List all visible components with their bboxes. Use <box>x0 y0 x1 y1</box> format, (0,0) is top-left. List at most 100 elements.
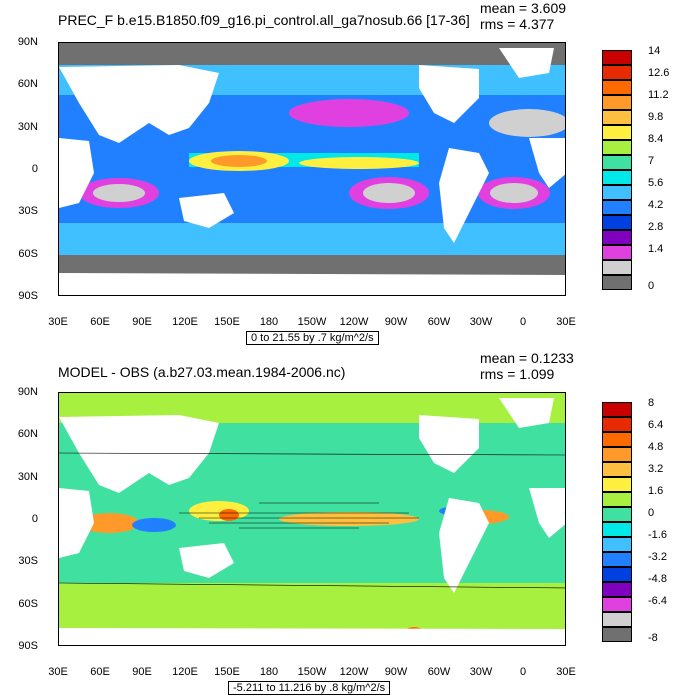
top-contour-range-box: 0 to 21.55 by .7 kg/m^2/s <box>246 331 379 345</box>
legend-swatch <box>602 567 632 582</box>
legend-level-label: 3.2 <box>648 463 664 475</box>
bottom-lat-label-30s: 30S <box>18 555 38 567</box>
legend-swatch <box>602 140 632 155</box>
bottom-lon-label: 120E <box>172 666 198 678</box>
legend-swatch <box>602 275 632 290</box>
top-lon-label: 30W <box>469 316 493 328</box>
bottom-contour-range-box: -5.211 to 11.216 by .8 kg/m^2/s <box>228 681 391 695</box>
legend-level-label: 14 <box>648 45 661 57</box>
legend-level-label: 11.2 <box>648 89 669 101</box>
bottom-lat-label-60s: 60S <box>18 598 38 610</box>
legend-swatch <box>602 155 632 170</box>
top-lon-label: 120W <box>339 316 369 328</box>
legend-level-label: 0 <box>648 507 655 519</box>
top-lon-label: 180 <box>259 316 279 328</box>
legend-swatch <box>602 402 632 417</box>
bottom-lon-label: 30E <box>556 666 576 678</box>
top-mean-label: mean = 3.609 <box>480 0 567 16</box>
legend-swatch <box>602 582 632 597</box>
legend-swatch <box>602 200 632 215</box>
legend-swatch <box>602 95 632 110</box>
top-lon-label: 90E <box>132 316 152 328</box>
bottom-lat-label-0: 0 <box>31 513 38 525</box>
legend-level-label: 9.8 <box>648 111 664 123</box>
top-lon-label: 30E <box>48 316 68 328</box>
legend-swatch <box>602 477 632 492</box>
top-lon-label: 120E <box>172 316 198 328</box>
legend-swatch <box>602 50 632 65</box>
top-lon-label: 150E <box>214 316 240 328</box>
legend-swatch <box>602 215 632 230</box>
legend-swatch <box>602 612 632 627</box>
legend-level-label: 2.8 <box>648 221 664 233</box>
top-lon-label: 150W <box>297 316 327 328</box>
legend-swatch <box>602 552 632 567</box>
bottom-rms-label: rms = 1.099 <box>480 366 555 382</box>
top-lon-label: 60E <box>90 316 110 328</box>
bottom-lon-label: 30W <box>469 666 493 678</box>
top-lat-label-30s: 30S <box>18 205 38 217</box>
top-lat-label-60s: 60S <box>18 248 38 260</box>
bottom-lat-label-90n: 90N <box>17 386 38 398</box>
legend-level-label: 0 <box>648 280 655 292</box>
legend-swatch <box>602 492 632 507</box>
top-lat-label-0: 0 <box>31 163 38 175</box>
legend-swatch <box>602 417 632 432</box>
legend-level-label: -3.2 <box>648 551 667 563</box>
legend-swatch <box>602 432 632 447</box>
top-lon-label: 30E <box>556 316 576 328</box>
legend-swatch <box>602 110 632 125</box>
legend-swatch <box>602 125 632 140</box>
legend-swatch <box>602 447 632 462</box>
bottom-lon-label: 30E <box>48 666 68 678</box>
legend-swatch <box>602 462 632 477</box>
legend-level-label: -1.6 <box>648 529 667 541</box>
bottom-lon-label: 150W <box>297 666 327 678</box>
legend-level-label: 7 <box>648 155 655 167</box>
bottom-lon-label: 120W <box>339 666 369 678</box>
top-map-graphic <box>59 43 565 295</box>
legend-level-label: -6.4 <box>648 595 667 607</box>
top-rms-label: rms = 4.377 <box>480 16 555 32</box>
bottom-lat-label-90s: 90S <box>18 640 38 652</box>
bottom-map-panel: MODEL - OBS (a.b27.03.mean.1984-2006.nc)… <box>0 350 700 700</box>
legend-swatch <box>602 65 632 80</box>
legend-level-label: 5.6 <box>648 177 664 189</box>
top-map-title: PREC_F b.e15.B1850.f09_g16.pi_control.al… <box>58 12 470 28</box>
legend-swatch <box>602 597 632 612</box>
bottom-lat-label-30n: 30N <box>17 471 38 483</box>
top-lon-label: 90W <box>384 316 408 328</box>
top-lon-label: 0 <box>519 316 527 328</box>
bottom-mean-label: mean = 0.1233 <box>480 350 574 366</box>
legend-level-label: 1.6 <box>648 485 664 497</box>
bottom-lon-label: 60E <box>90 666 110 678</box>
legend-swatch <box>602 170 632 185</box>
legend-level-label: 12.6 <box>648 67 670 79</box>
legend-swatch <box>602 507 632 522</box>
legend-swatch <box>602 522 632 537</box>
top-precip-map <box>58 42 566 296</box>
legend-level-label: 8.4 <box>648 133 664 145</box>
top-lat-label-90s: 90S <box>18 290 38 302</box>
top-map-panel: PREC_F b.e15.B1850.f09_g16.pi_control.al… <box>17 0 670 345</box>
top-lat-label-60n: 60N <box>17 78 38 90</box>
bottom-lon-label: 0 <box>519 666 527 678</box>
top-lat-label-30n: 30N <box>17 121 38 133</box>
bottom-lat-label-60n: 60N <box>17 428 38 440</box>
legend-swatch <box>602 260 632 275</box>
legend-level-label: 6.4 <box>648 419 664 431</box>
legend-swatch <box>602 230 632 245</box>
bottom-lon-label: 150E <box>214 666 240 678</box>
bottom-difference-map <box>58 392 566 646</box>
top-lat-label-90n: 90N <box>17 36 38 48</box>
legend-level-label: 8 <box>648 397 655 409</box>
legend-swatch <box>602 245 632 260</box>
legend-swatch <box>602 80 632 95</box>
legend-level-label: 4.8 <box>648 441 664 453</box>
legend-level-label: 4.2 <box>648 199 664 211</box>
bottom-lon-label: 90W <box>384 666 408 678</box>
legend-swatch <box>602 185 632 200</box>
top-lon-label: 60W <box>427 316 451 328</box>
bottom-map-graphic <box>59 393 565 645</box>
legend-level-label: -8 <box>648 632 658 644</box>
